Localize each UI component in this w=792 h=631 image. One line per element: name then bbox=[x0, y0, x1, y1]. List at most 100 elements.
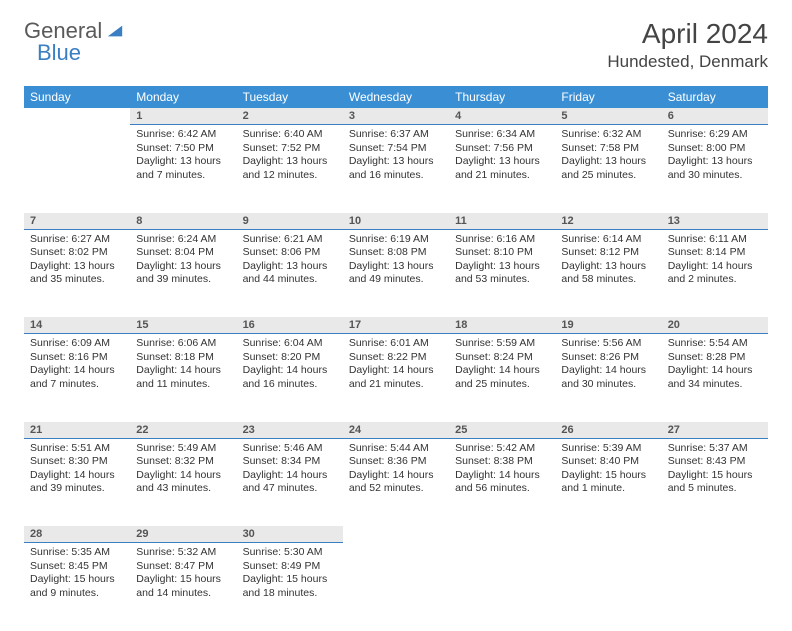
sunset-text: Sunset: 8:43 PM bbox=[668, 455, 762, 469]
day-number-cell: 1 bbox=[130, 108, 236, 125]
day-number-cell: 5 bbox=[555, 108, 661, 125]
day-content-cell: Sunrise: 6:34 AMSunset: 7:56 PMDaylight:… bbox=[449, 125, 555, 213]
day-content-cell: Sunrise: 6:21 AMSunset: 8:06 PMDaylight:… bbox=[237, 229, 343, 317]
daylight-text-1: Daylight: 14 hours bbox=[668, 260, 762, 274]
daynum-row: 78910111213 bbox=[24, 213, 768, 230]
title-block: April 2024 Hundested, Denmark bbox=[607, 18, 768, 72]
sunrise-text: Sunrise: 6:29 AM bbox=[668, 128, 762, 142]
header-saturday: Saturday bbox=[662, 86, 768, 108]
sunrise-text: Sunrise: 6:09 AM bbox=[30, 337, 124, 351]
day-content-cell: Sunrise: 5:59 AMSunset: 8:24 PMDaylight:… bbox=[449, 334, 555, 422]
daylight-text-2: and 21 minutes. bbox=[349, 378, 443, 392]
sunrise-text: Sunrise: 5:30 AM bbox=[243, 546, 337, 560]
day-content-cell: Sunrise: 6:42 AMSunset: 7:50 PMDaylight:… bbox=[130, 125, 236, 213]
day-number-cell: 9 bbox=[237, 213, 343, 230]
daylight-text-2: and 30 minutes. bbox=[561, 378, 655, 392]
header-tuesday: Tuesday bbox=[237, 86, 343, 108]
sunset-text: Sunset: 8:22 PM bbox=[349, 351, 443, 365]
sunrise-text: Sunrise: 6:21 AM bbox=[243, 233, 337, 247]
day-content-cell: Sunrise: 6:24 AMSunset: 8:04 PMDaylight:… bbox=[130, 229, 236, 317]
daylight-text-1: Daylight: 14 hours bbox=[349, 364, 443, 378]
sunrise-text: Sunrise: 6:32 AM bbox=[561, 128, 655, 142]
sunset-text: Sunset: 7:50 PM bbox=[136, 142, 230, 156]
sunset-text: Sunset: 8:04 PM bbox=[136, 246, 230, 260]
daylight-text-2: and 25 minutes. bbox=[455, 378, 549, 392]
day-content-cell: Sunrise: 6:19 AMSunset: 8:08 PMDaylight:… bbox=[343, 229, 449, 317]
calendar-table: Sunday Monday Tuesday Wednesday Thursday… bbox=[24, 86, 768, 631]
daylight-text-2: and 52 minutes. bbox=[349, 482, 443, 496]
day-content-cell: Sunrise: 6:27 AMSunset: 8:02 PMDaylight:… bbox=[24, 229, 130, 317]
day-number-cell: 18 bbox=[449, 317, 555, 334]
sunset-text: Sunset: 8:00 PM bbox=[668, 142, 762, 156]
day-number-cell: 16 bbox=[237, 317, 343, 334]
day-number-cell: 22 bbox=[130, 422, 236, 439]
daylight-text-1: Daylight: 13 hours bbox=[136, 260, 230, 274]
location-label: Hundested, Denmark bbox=[607, 52, 768, 72]
daylight-text-1: Daylight: 15 hours bbox=[561, 469, 655, 483]
sunrise-text: Sunrise: 6:01 AM bbox=[349, 337, 443, 351]
sunset-text: Sunset: 8:40 PM bbox=[561, 455, 655, 469]
day-number-cell: 2 bbox=[237, 108, 343, 125]
daynum-row: 123456 bbox=[24, 108, 768, 125]
sunset-text: Sunset: 8:45 PM bbox=[30, 560, 124, 574]
daylight-text-2: and 16 minutes. bbox=[349, 169, 443, 183]
sunset-text: Sunset: 7:54 PM bbox=[349, 142, 443, 156]
day-content-cell: Sunrise: 6:04 AMSunset: 8:20 PMDaylight:… bbox=[237, 334, 343, 422]
day-content-cell: Sunrise: 6:40 AMSunset: 7:52 PMDaylight:… bbox=[237, 125, 343, 213]
day-number-cell: 30 bbox=[237, 526, 343, 543]
day-content-cell bbox=[662, 543, 768, 631]
header-wednesday: Wednesday bbox=[343, 86, 449, 108]
day-content-cell: Sunrise: 5:51 AMSunset: 8:30 PMDaylight:… bbox=[24, 438, 130, 526]
day-number-cell: 28 bbox=[24, 526, 130, 543]
sunrise-text: Sunrise: 5:56 AM bbox=[561, 337, 655, 351]
daylight-text-1: Daylight: 14 hours bbox=[30, 364, 124, 378]
daylight-text-2: and 58 minutes. bbox=[561, 273, 655, 287]
day-content-cell: Sunrise: 5:37 AMSunset: 8:43 PMDaylight:… bbox=[662, 438, 768, 526]
sunset-text: Sunset: 7:58 PM bbox=[561, 142, 655, 156]
daylight-text-1: Daylight: 14 hours bbox=[243, 469, 337, 483]
day-number-cell: 19 bbox=[555, 317, 661, 334]
sunset-text: Sunset: 7:56 PM bbox=[455, 142, 549, 156]
daylight-text-2: and 21 minutes. bbox=[455, 169, 549, 183]
day-content-cell: Sunrise: 6:14 AMSunset: 8:12 PMDaylight:… bbox=[555, 229, 661, 317]
content-row: Sunrise: 6:09 AMSunset: 8:16 PMDaylight:… bbox=[24, 334, 768, 422]
logo-triangle-icon bbox=[106, 22, 124, 40]
day-content-cell: Sunrise: 6:32 AMSunset: 7:58 PMDaylight:… bbox=[555, 125, 661, 213]
day-content-cell: Sunrise: 5:54 AMSunset: 8:28 PMDaylight:… bbox=[662, 334, 768, 422]
daylight-text-2: and 11 minutes. bbox=[136, 378, 230, 392]
logo-text-blue: Blue bbox=[37, 40, 81, 66]
sunrise-text: Sunrise: 6:34 AM bbox=[455, 128, 549, 142]
sunset-text: Sunset: 8:34 PM bbox=[243, 455, 337, 469]
daylight-text-2: and 44 minutes. bbox=[243, 273, 337, 287]
daylight-text-2: and 39 minutes. bbox=[30, 482, 124, 496]
daylight-text-1: Daylight: 13 hours bbox=[455, 260, 549, 274]
content-row: Sunrise: 6:27 AMSunset: 8:02 PMDaylight:… bbox=[24, 229, 768, 317]
sunrise-text: Sunrise: 6:04 AM bbox=[243, 337, 337, 351]
daynum-row: 21222324252627 bbox=[24, 422, 768, 439]
day-content-cell: Sunrise: 5:46 AMSunset: 8:34 PMDaylight:… bbox=[237, 438, 343, 526]
sunrise-text: Sunrise: 6:19 AM bbox=[349, 233, 443, 247]
daylight-text-1: Daylight: 13 hours bbox=[243, 260, 337, 274]
sunrise-text: Sunrise: 5:49 AM bbox=[136, 442, 230, 456]
sunset-text: Sunset: 8:06 PM bbox=[243, 246, 337, 260]
daylight-text-1: Daylight: 14 hours bbox=[30, 469, 124, 483]
day-number-cell: 8 bbox=[130, 213, 236, 230]
sunrise-text: Sunrise: 5:51 AM bbox=[30, 442, 124, 456]
sunset-text: Sunset: 8:30 PM bbox=[30, 455, 124, 469]
day-number-cell: 29 bbox=[130, 526, 236, 543]
day-number-cell: 23 bbox=[237, 422, 343, 439]
day-number-cell bbox=[555, 526, 661, 543]
daylight-text-1: Daylight: 13 hours bbox=[136, 155, 230, 169]
daylight-text-1: Daylight: 15 hours bbox=[136, 573, 230, 587]
sunset-text: Sunset: 8:38 PM bbox=[455, 455, 549, 469]
day-number-cell: 20 bbox=[662, 317, 768, 334]
daylight-text-1: Daylight: 13 hours bbox=[349, 260, 443, 274]
day-content-cell: Sunrise: 6:01 AMSunset: 8:22 PMDaylight:… bbox=[343, 334, 449, 422]
day-content-cell: Sunrise: 6:06 AMSunset: 8:18 PMDaylight:… bbox=[130, 334, 236, 422]
day-content-cell: Sunrise: 6:37 AMSunset: 7:54 PMDaylight:… bbox=[343, 125, 449, 213]
sunrise-text: Sunrise: 6:24 AM bbox=[136, 233, 230, 247]
day-content-cell bbox=[449, 543, 555, 631]
daylight-text-1: Daylight: 15 hours bbox=[243, 573, 337, 587]
header-monday: Monday bbox=[130, 86, 236, 108]
sunrise-text: Sunrise: 5:37 AM bbox=[668, 442, 762, 456]
